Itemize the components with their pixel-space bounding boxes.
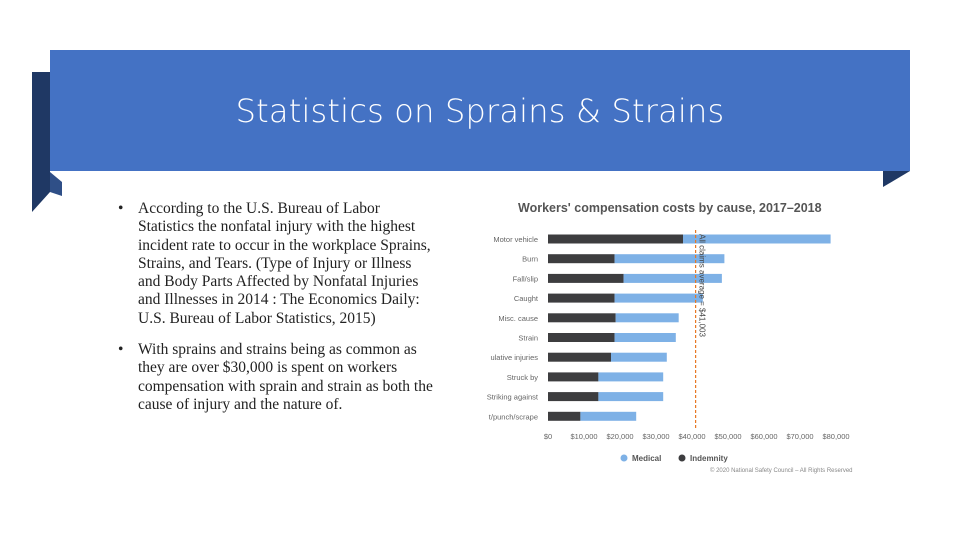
chart-title: Workers' compensation costs by cause, 20… <box>518 201 822 215</box>
category-label: Caught <box>514 294 539 303</box>
bar-medical <box>615 313 679 323</box>
category-label: Striking against <box>487 393 539 402</box>
legend-label: Indemnity <box>690 454 728 463</box>
category-label: Strain <box>518 334 538 343</box>
x-tick-label: $70,000 <box>786 432 813 441</box>
x-tick-label: $50,000 <box>714 432 741 441</box>
bar-medical <box>614 254 725 264</box>
category-label: Fall/slip <box>513 274 538 283</box>
bullet-text: According to the U.S. Bureau of Labor St… <box>138 200 431 327</box>
category-label: Burn <box>522 255 538 264</box>
bar-indemnity <box>548 352 611 362</box>
chart-svg: Workers' compensation costs by cause, 20… <box>487 201 853 474</box>
category-label: Misc. cause <box>498 314 538 323</box>
x-tick-label: $80,000 <box>822 432 849 441</box>
chart-footnote: © 2020 National Safety Council – All Rig… <box>710 467 853 474</box>
x-tick-label: $10,000 <box>570 432 597 441</box>
legend-swatch-medical <box>620 454 628 462</box>
bullet-marker: • <box>118 200 124 217</box>
bar-medical <box>598 392 664 402</box>
bar-indemnity <box>548 313 616 323</box>
x-tick-label: $60,000 <box>750 432 777 441</box>
bullet-text: With sprains and strains being as common… <box>138 341 433 413</box>
category-label: Struck by <box>507 373 539 382</box>
bar-indemnity <box>548 254 615 264</box>
x-tick-label: $30,000 <box>642 432 669 441</box>
x-tick-label: $0 <box>544 432 552 441</box>
category-label: t/punch/scrape <box>489 412 538 421</box>
bullet-item-1: • According to the U.S. Bureau of Labor … <box>112 200 437 328</box>
average-label: All claims average = $41,003 <box>698 234 707 338</box>
banner-fold-right <box>883 171 910 187</box>
category-label: ulative injuries <box>490 353 538 362</box>
legend-swatch-indemnity <box>678 454 686 462</box>
bar-medical <box>598 372 664 382</box>
workers-comp-chart: Workers' compensation costs by cause, 20… <box>478 196 878 486</box>
bullet-list: • According to the U.S. Bureau of Labor … <box>112 200 437 427</box>
bar-medical <box>614 333 676 342</box>
legend-label: Medical <box>632 454 661 463</box>
bar-medical <box>614 293 703 303</box>
bar-indemnity <box>548 273 624 283</box>
bar-indemnity <box>548 293 615 303</box>
bar-indemnity <box>548 411 581 421</box>
bar-medical <box>611 352 667 362</box>
slide-title: Statistics on Sprains & Strains <box>235 91 725 130</box>
bullet-marker: • <box>118 341 124 359</box>
title-banner: Statistics on Sprains & Strains <box>50 50 910 171</box>
x-tick-label: $20,000 <box>606 432 633 441</box>
category-label: Motor vehicle <box>493 235 538 244</box>
bar-medical <box>580 411 637 421</box>
bar-indemnity <box>548 333 615 342</box>
bar-medical <box>683 234 831 244</box>
bar-medical <box>623 273 722 283</box>
bar-indemnity <box>548 234 683 244</box>
bullet-item-2: • With sprains and strains being as comm… <box>112 341 437 414</box>
bar-indemnity <box>548 372 599 382</box>
bar-indemnity <box>548 392 599 402</box>
x-tick-label: $40,000 <box>678 432 705 441</box>
